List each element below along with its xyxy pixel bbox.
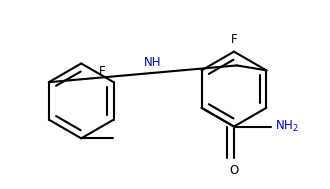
- Text: O: O: [229, 164, 239, 177]
- Text: NH$_2$: NH$_2$: [275, 119, 299, 134]
- Text: F: F: [231, 33, 237, 46]
- Text: NH: NH: [144, 56, 161, 69]
- Text: F: F: [99, 65, 106, 78]
